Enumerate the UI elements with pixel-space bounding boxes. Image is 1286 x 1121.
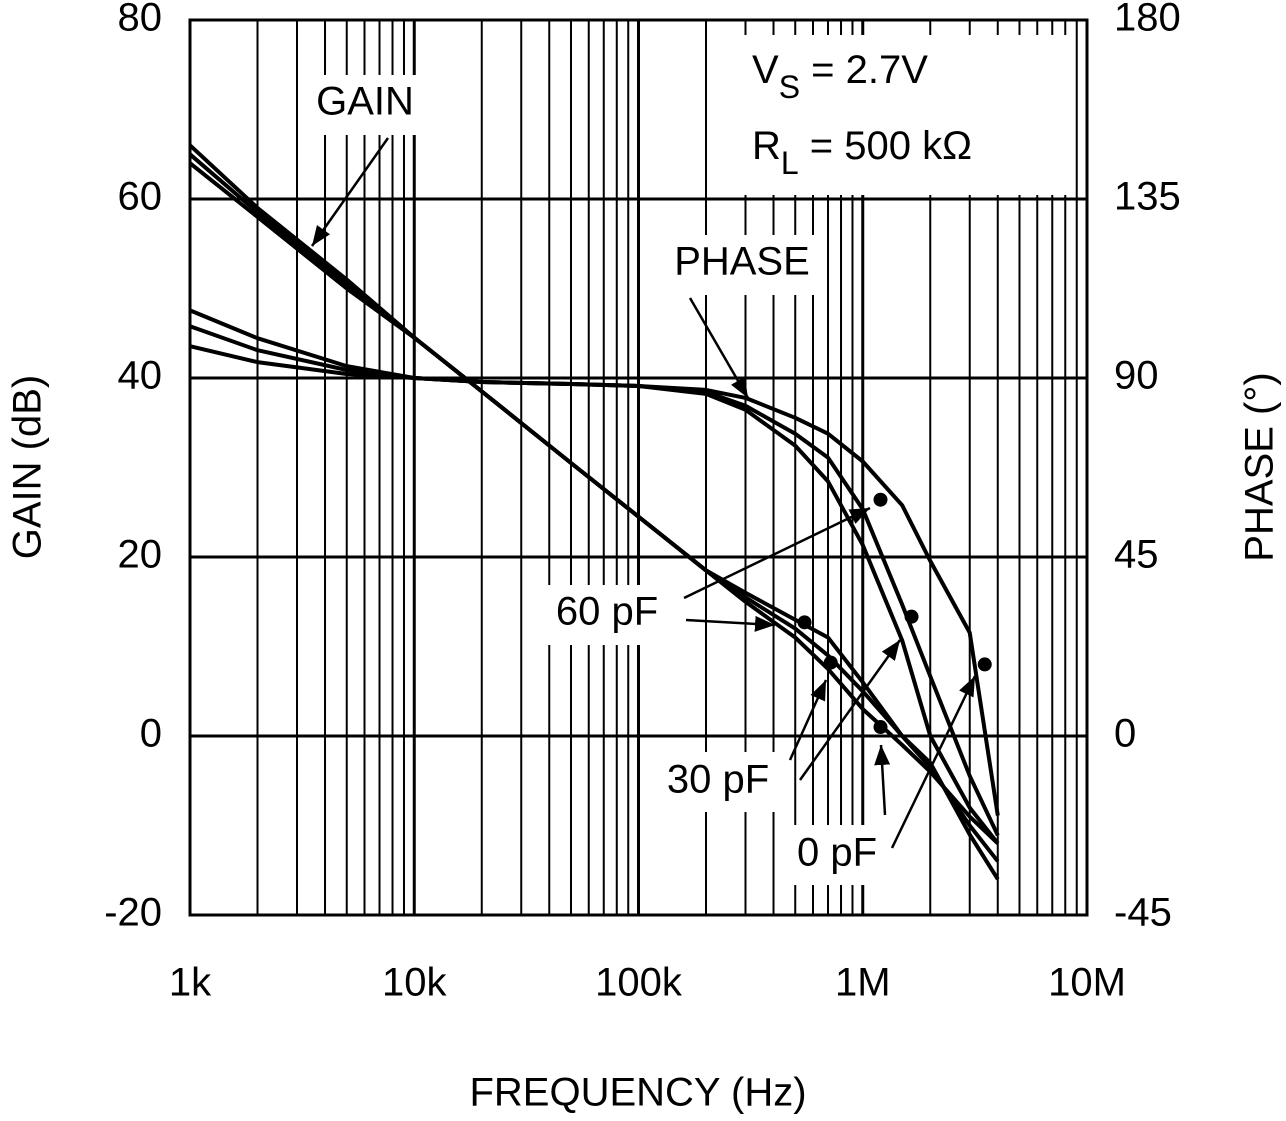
label-bg (648, 752, 788, 812)
condition: RL = 500 kΩ (752, 124, 972, 182)
y2-tick-label: 45 (1114, 533, 1159, 577)
y2-tick-label: 0 (1114, 712, 1136, 756)
condition-sub: S (779, 69, 800, 105)
y-tick-label: 20 (118, 533, 163, 577)
plot-frame (188, 18, 1089, 917)
series-label: 0 pF (797, 831, 877, 875)
arrow (310, 137, 390, 247)
arrow (683, 506, 871, 600)
y2-tick-label: 180 (1114, 0, 1181, 40)
arrow (788, 679, 828, 761)
x-tick-label: 10k (382, 961, 447, 1005)
y-tick-label: 0 (140, 712, 162, 756)
arrow (685, 615, 776, 632)
arrow (874, 744, 891, 816)
grid (188, 18, 1089, 917)
x-axis-label: FREQUENCY (Hz) (469, 1071, 806, 1115)
condition-sub: L (781, 145, 799, 181)
y-tick-label: 80 (118, 0, 163, 40)
x-tick-label: 10M (1048, 961, 1126, 1005)
marker (797, 615, 812, 630)
label-bg (300, 75, 425, 135)
label-bg (535, 585, 680, 645)
y-axis-label: GAIN (dB) (6, 375, 50, 559)
y2-axis-label: PHASE (°) (1238, 372, 1282, 561)
y2-tick-label: 135 (1114, 175, 1181, 219)
x-tick-label: 1k (169, 961, 212, 1005)
axes: GAIN (dB) PHASE (°) FREQUENCY (Hz) 1k 10k… (6, 0, 1282, 1115)
conditions-bg (732, 35, 1072, 195)
annotations: GAIN PHASE VS = 2.7V RL = 500 kΩ 60 pF 3… (300, 35, 1072, 885)
series-label: 60 pF (556, 590, 658, 634)
phase-line (189, 308, 1000, 845)
marker (873, 720, 888, 735)
phase-line (189, 344, 1000, 816)
label-bg (783, 825, 893, 885)
condition-rest: = 2.7V (800, 48, 928, 92)
label-bg (660, 235, 825, 295)
gain-line (188, 161, 1000, 845)
arrow (798, 639, 902, 781)
marker (904, 609, 919, 624)
x-tick-label: 1M (835, 961, 891, 1005)
y2-tick-label: 90 (1114, 354, 1159, 398)
y-tick-label: 40 (118, 354, 163, 398)
y-tick-label: -20 (104, 891, 162, 935)
condition-main: V (752, 48, 779, 92)
lines (188, 143, 1000, 881)
x-tick-label: 100k (595, 961, 683, 1005)
arrow (890, 675, 977, 849)
condition: VS = 2.7V (752, 48, 928, 106)
condition-main: R (752, 124, 781, 168)
phase-label: PHASE (674, 240, 810, 284)
y-tick-label: 60 (118, 175, 163, 219)
condition-rest: = 500 kΩ (799, 124, 972, 168)
series-label: 30 pF (667, 758, 769, 802)
y2-tick-label: -45 (1114, 891, 1172, 935)
arrow (688, 297, 750, 399)
marker (977, 657, 992, 672)
marker (873, 492, 888, 507)
gain-label: GAIN (316, 80, 414, 124)
